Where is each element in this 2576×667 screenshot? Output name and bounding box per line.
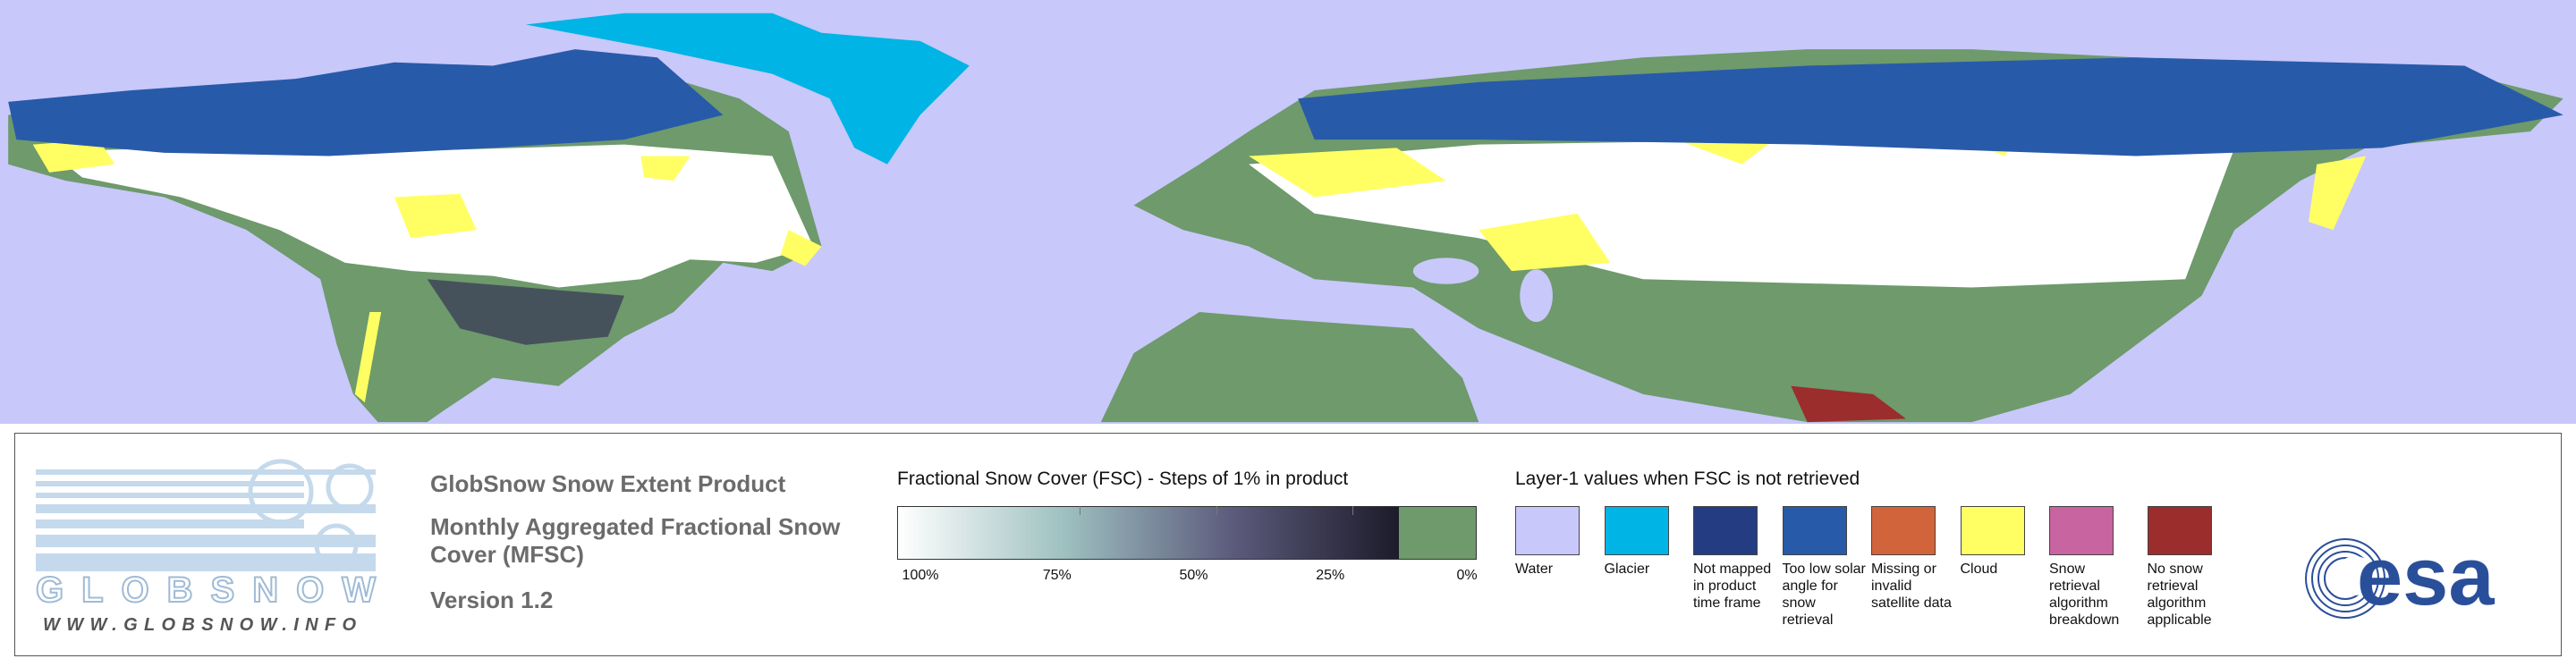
product-title: GlobSnow Snow Extent Product xyxy=(430,470,786,497)
legend-swatch xyxy=(1871,506,1936,555)
fsc-title: Fractional Snow Cover (FSC) - Steps of 1… xyxy=(897,469,1349,489)
legend-swatch xyxy=(1782,506,1847,555)
fsc-tick-label: 75% xyxy=(1042,568,1072,583)
legend-label: Not mapped in product time frame xyxy=(1693,561,1772,611)
legend-label: Snow retrieval algorithm breakdown xyxy=(2049,561,2120,628)
legend-swatch xyxy=(2049,506,2114,555)
layer1-title: Layer-1 values when FSC is not retrieved xyxy=(1515,469,1860,489)
legend-swatch xyxy=(1693,506,1758,555)
legend-label: No snow retrieval algorithm applicable xyxy=(2147,561,2212,628)
fsc-tick-label: 25% xyxy=(1316,568,1345,583)
legend-swatch xyxy=(2147,506,2212,555)
globsnow-logo: GLOBSNOW WWW.GLOBSNOW.INFO xyxy=(35,459,377,635)
legend-label: Cloud xyxy=(1960,561,1998,577)
legend-label: Water xyxy=(1515,561,1554,577)
legend-swatch xyxy=(1604,506,1669,555)
logo-name: GLOBSNOW xyxy=(36,570,376,610)
legend-panel xyxy=(14,433,2562,656)
legend-swatch xyxy=(1960,506,2025,555)
agency: esa xyxy=(2357,536,2495,621)
legend-swatch xyxy=(1515,506,1580,555)
legend-label: Too low solar angle for snow retrieval xyxy=(1782,561,1866,628)
fsc-tick xyxy=(1216,506,1217,515)
logo-url: WWW.GLOBSNOW.INFO xyxy=(43,615,356,635)
fsc-tick-label: 50% xyxy=(1179,568,1208,583)
fsc-tick-label: 100% xyxy=(902,568,939,583)
esa-logo: esa xyxy=(2305,536,2495,621)
legend-label: Glacier xyxy=(1604,561,1650,577)
fsc-gradient xyxy=(898,507,1399,559)
legend-label: Missing or invalid satellite data xyxy=(1871,561,1952,611)
product-subtitle: Monthly Aggregated Fractional Snow Cover… xyxy=(430,513,841,568)
snow-map xyxy=(0,0,2576,424)
fsc-tick-label: 0% xyxy=(1456,568,1478,583)
fsc-no-snow xyxy=(1399,507,1476,559)
fsc-tick xyxy=(1352,506,1354,515)
land xyxy=(8,13,2563,423)
product-version: Version 1.2 xyxy=(430,587,554,613)
fsc-colorbar xyxy=(897,506,1477,560)
